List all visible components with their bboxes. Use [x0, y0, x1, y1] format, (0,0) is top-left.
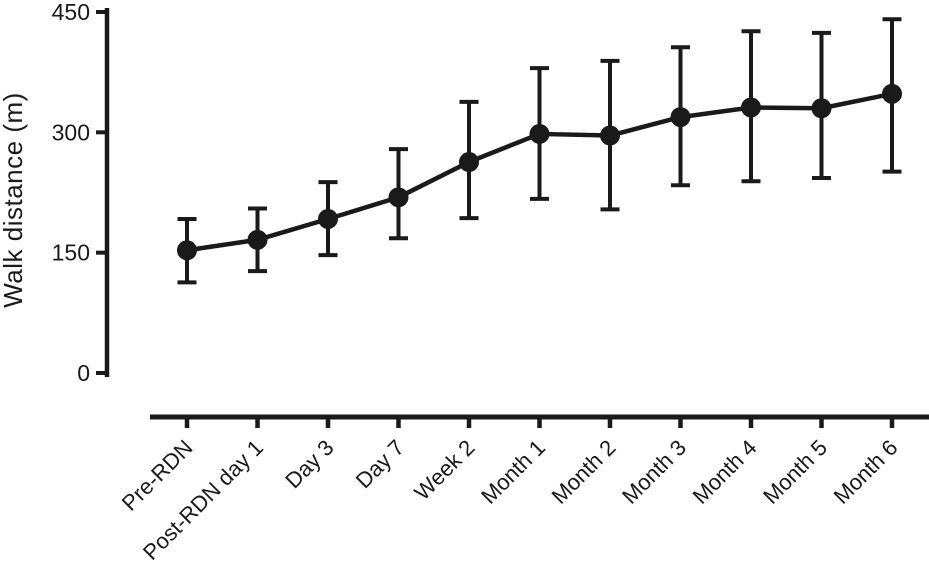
x-tick-label: Month 3: [617, 435, 691, 509]
data-point-marker: [670, 107, 691, 128]
data-point-marker: [882, 83, 902, 104]
data-point-marker: [600, 125, 620, 146]
y-axis: 0 150 300 450 Walk distance (m): [0, 0, 110, 386]
x-tick-label: Day 3: [280, 435, 338, 493]
data-point-marker: [247, 229, 268, 250]
data-series: [177, 17, 902, 285]
x-tick-label: Month 5: [758, 435, 832, 509]
data-point-marker: [741, 97, 761, 118]
x-tick-label: Month 2: [547, 435, 621, 509]
x-tick-label: Day 7: [351, 435, 409, 493]
data-point-marker: [177, 240, 197, 261]
data-point-marker: [459, 152, 479, 173]
y-tick-label: 0: [77, 360, 90, 386]
data-point-marker: [318, 208, 338, 229]
data-point-marker: [811, 98, 832, 119]
y-tick-label: 150: [52, 240, 90, 266]
y-tick-label: 450: [52, 0, 90, 25]
x-tick-label: Post-RDN day 1: [138, 435, 268, 565]
x-tick-label: Month 1: [476, 435, 550, 509]
y-axis-title: Walk distance (m): [0, 92, 28, 308]
data-point-marker: [388, 187, 409, 208]
y-tick-label: 300: [52, 119, 90, 145]
x-tick-label: Month 4: [688, 435, 762, 509]
data-point-marker: [529, 123, 550, 144]
x-tick-label: Month 6: [829, 435, 903, 509]
x-tick-label: Week 2: [409, 435, 479, 505]
